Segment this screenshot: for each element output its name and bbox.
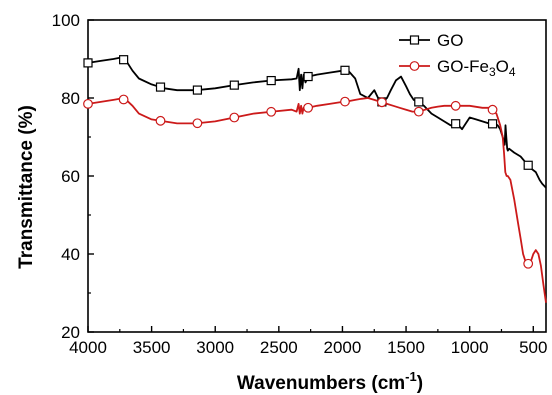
legend-label-go-fe3o4-b: O xyxy=(496,57,509,76)
x-tick-label: 4000 xyxy=(69,338,107,357)
series-line-go xyxy=(87,56,547,189)
series-point-go xyxy=(266,75,276,86)
series-point-go-fe3o4 xyxy=(523,258,534,269)
series-point-go-fe3o4 xyxy=(303,102,313,113)
series-point-go-fe3o4 xyxy=(266,106,277,117)
series-point-go-fe3o4 xyxy=(192,118,203,129)
legend-label-go-fe3o4-sub1: 3 xyxy=(489,65,496,79)
x-tick-label: 1500 xyxy=(387,338,425,357)
series-point-go xyxy=(229,80,239,90)
x-axis-title-end: ) xyxy=(417,373,423,394)
x-tick-label: 500 xyxy=(519,338,547,357)
legend: GO GO-Fe3O4 xyxy=(399,31,516,79)
legend-label-go-fe3o4: GO-Fe3O4 xyxy=(437,57,516,79)
series-point-go-fe3o4 xyxy=(376,97,387,108)
legend-label-go-fe3o4-sub2: 4 xyxy=(509,65,516,79)
legend-label-go: GO xyxy=(437,31,463,50)
legend-entry-go-fe3o4: GO-Fe3O4 xyxy=(399,57,516,79)
y-tick-label: 80 xyxy=(61,89,80,108)
x-axis: 4000 3500 3000 2500 2000 1500 1000 500 xyxy=(69,326,547,357)
legend-label-go-fe3o4-a: GO-Fe xyxy=(437,57,489,76)
series-point-go xyxy=(451,119,461,129)
y-axis-title: Transmittance (%) xyxy=(16,105,37,269)
series-line-go-fe3o4 xyxy=(87,97,547,303)
y-axis: 20 40 60 80 100 xyxy=(52,11,94,342)
legend-marker-go-fe3o4 xyxy=(409,61,420,71)
x-tick-label: 2000 xyxy=(324,338,362,357)
legend-entry-go: GO xyxy=(399,31,463,50)
series-point-go xyxy=(414,97,424,107)
series-point-go xyxy=(487,119,498,129)
series-point-go-fe3o4 xyxy=(450,100,461,111)
series-point-go-fe3o4 xyxy=(83,98,93,109)
x-tick-label: 1000 xyxy=(451,338,489,357)
series-point-go xyxy=(303,71,313,82)
series-point-go-fe3o4 xyxy=(229,112,240,123)
legend-marker-go xyxy=(409,35,420,45)
series-point-go-fe3o4 xyxy=(118,94,129,105)
x-axis-title-sup: -1 xyxy=(405,369,417,384)
series-point-go xyxy=(340,65,350,75)
x-tick-label: 2500 xyxy=(260,338,298,357)
series-point-go-fe3o4 xyxy=(487,104,498,115)
series-point-go xyxy=(523,160,533,170)
y-tick-label: 100 xyxy=(52,11,80,30)
series-point-go xyxy=(83,58,93,68)
series-point-go-fe3o4 xyxy=(155,115,166,126)
x-tick-label: 3500 xyxy=(133,338,171,357)
series-point-go-fe3o4 xyxy=(413,106,424,117)
x-axis-title: Wavenumbers (cm-1) xyxy=(237,369,423,394)
series-point-go xyxy=(119,55,129,65)
series-point-go xyxy=(192,85,203,95)
series-point-go xyxy=(155,82,166,92)
x-tick-label: 3000 xyxy=(196,338,234,357)
y-tick-label: 40 xyxy=(61,245,80,264)
y-tick-label: 60 xyxy=(61,167,80,186)
x-axis-title-main: Wavenumbers (cm xyxy=(237,373,405,394)
series-layer xyxy=(83,55,547,303)
series-point-go-fe3o4 xyxy=(340,96,350,107)
y-tick-label: 20 xyxy=(61,323,80,342)
